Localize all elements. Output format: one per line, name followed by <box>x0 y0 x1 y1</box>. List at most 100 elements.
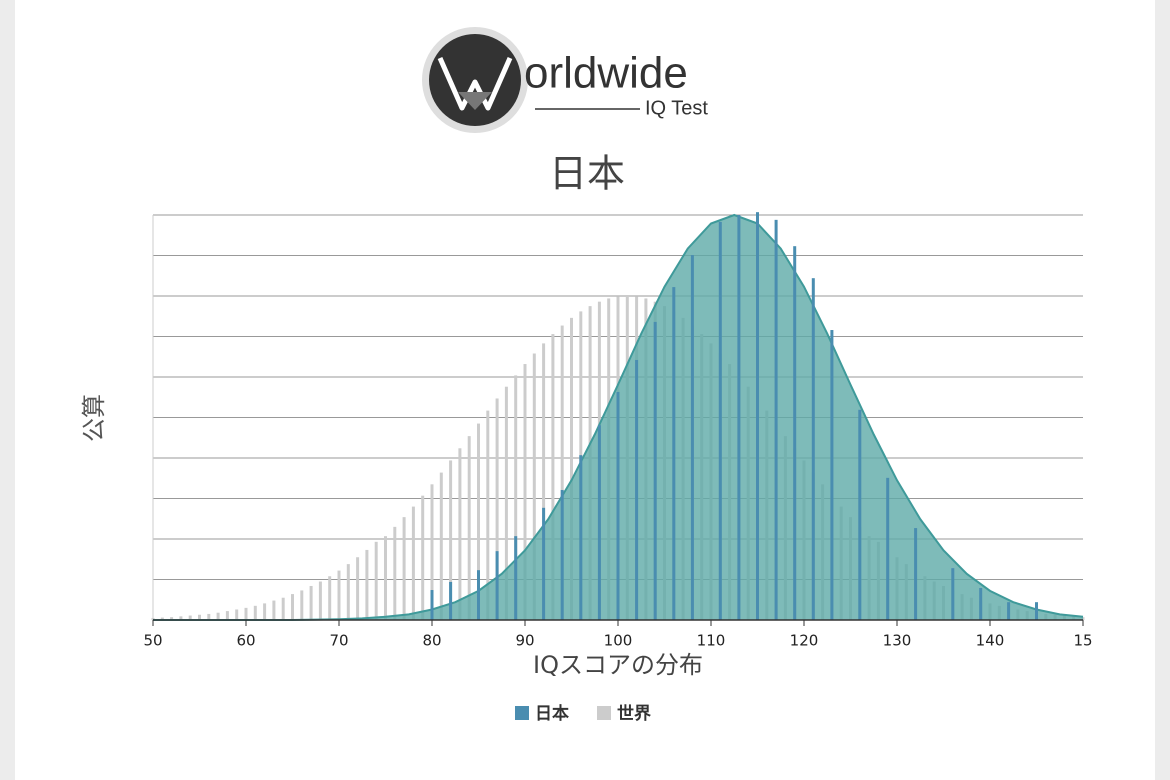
japan-bar <box>718 221 722 620</box>
y-axis-label: 公算 <box>80 394 108 442</box>
world-bar <box>244 607 248 620</box>
x-tick-label: 80 <box>422 632 441 650</box>
world-bar <box>281 597 285 620</box>
japan-bar <box>597 425 601 620</box>
logo-subtext: IQ Test <box>645 97 708 119</box>
world-bar <box>411 506 415 620</box>
world-bar <box>291 594 294 620</box>
japan-bar <box>914 528 918 620</box>
legend-swatch <box>515 706 529 720</box>
japan-bar <box>672 287 676 620</box>
world-bar <box>477 423 480 620</box>
japan-bar <box>635 359 639 620</box>
chart-title: 日本 <box>549 152 625 196</box>
logo-text: orldwide <box>524 49 688 98</box>
world-bar <box>346 564 350 620</box>
world-bar <box>170 617 174 620</box>
japan-bar <box>477 570 480 620</box>
world-bar <box>393 526 397 620</box>
world-bar <box>365 549 369 620</box>
world-bar <box>309 585 313 620</box>
world-bar <box>151 617 155 620</box>
legend-label: 日本 <box>535 703 569 724</box>
world-bar <box>198 614 201 620</box>
japan-bar <box>793 246 797 620</box>
legend-label: 世界 <box>617 704 651 724</box>
japan-bar <box>830 330 834 620</box>
world-bar <box>337 570 341 620</box>
world-bar <box>439 472 443 620</box>
japan-bar <box>951 568 955 620</box>
world-bar <box>560 325 564 620</box>
world-bar <box>551 334 555 620</box>
legend-swatch <box>597 706 611 720</box>
world-bar <box>402 517 406 620</box>
world-bar <box>207 613 211 620</box>
world-bar <box>318 581 322 620</box>
japan-bar <box>756 212 759 621</box>
japan-bar <box>737 215 741 620</box>
x-tick-label: 60 <box>236 632 255 650</box>
japan-bar <box>653 321 657 620</box>
world-bar <box>449 460 453 620</box>
japan-bar <box>430 590 434 620</box>
japan-bar <box>514 536 518 620</box>
japan-bar <box>774 219 778 621</box>
x-tick-label: 70 <box>329 632 348 650</box>
japan-bar <box>449 581 453 620</box>
world-bar <box>384 536 387 620</box>
japan-bar <box>858 409 862 620</box>
world-bar <box>356 557 360 620</box>
world-bar <box>421 495 425 620</box>
x-tick-label: 120 <box>790 632 819 650</box>
world-bar <box>504 386 508 620</box>
x-tick-label: 15 <box>1073 632 1092 650</box>
japan-bar <box>1007 602 1011 620</box>
x-tick-label: 140 <box>976 632 1005 650</box>
world-bar <box>272 600 276 620</box>
world-bar <box>374 541 378 620</box>
x-tick-label: 90 <box>515 632 534 650</box>
japan-bar <box>811 278 815 620</box>
japan-bar <box>1035 602 1038 620</box>
world-bar <box>532 353 536 620</box>
world-bar <box>188 615 192 620</box>
japan-bar <box>495 551 499 620</box>
japan-bar <box>690 255 694 620</box>
world-bar <box>514 375 518 620</box>
world-bar <box>328 576 332 620</box>
world-bar <box>486 410 490 620</box>
panel <box>15 0 1155 780</box>
world-bar <box>216 612 220 620</box>
world-bar <box>160 617 164 620</box>
japan-bar <box>579 455 583 620</box>
japan-bar <box>886 477 890 620</box>
world-bar <box>467 436 471 620</box>
logo-shade <box>458 92 492 110</box>
world-bar <box>570 317 573 620</box>
logo-w <box>437 56 513 111</box>
world-bar <box>263 603 267 620</box>
x-tick-label: 110 <box>697 632 726 650</box>
x-tick-label: 130 <box>883 632 912 650</box>
x-tick-label: 50 <box>143 632 162 650</box>
x-axis-label: IQスコアの分布 <box>533 651 703 679</box>
world-bar <box>542 343 546 620</box>
world-bar <box>253 605 257 620</box>
japan-bar <box>979 588 983 620</box>
world-bar <box>495 398 499 620</box>
japan-bar <box>616 391 620 620</box>
world-bar <box>225 611 229 620</box>
logo: orldwide IQ Test <box>422 27 708 133</box>
world-bar <box>523 364 527 620</box>
japan-bar <box>560 489 564 620</box>
world-bar <box>458 448 462 620</box>
japan-bar <box>542 507 546 620</box>
world-bar <box>430 484 434 620</box>
world-bar <box>300 590 304 620</box>
world-bar <box>235 609 239 620</box>
world-bar <box>179 616 183 620</box>
x-tick-label: 100 <box>604 632 633 650</box>
